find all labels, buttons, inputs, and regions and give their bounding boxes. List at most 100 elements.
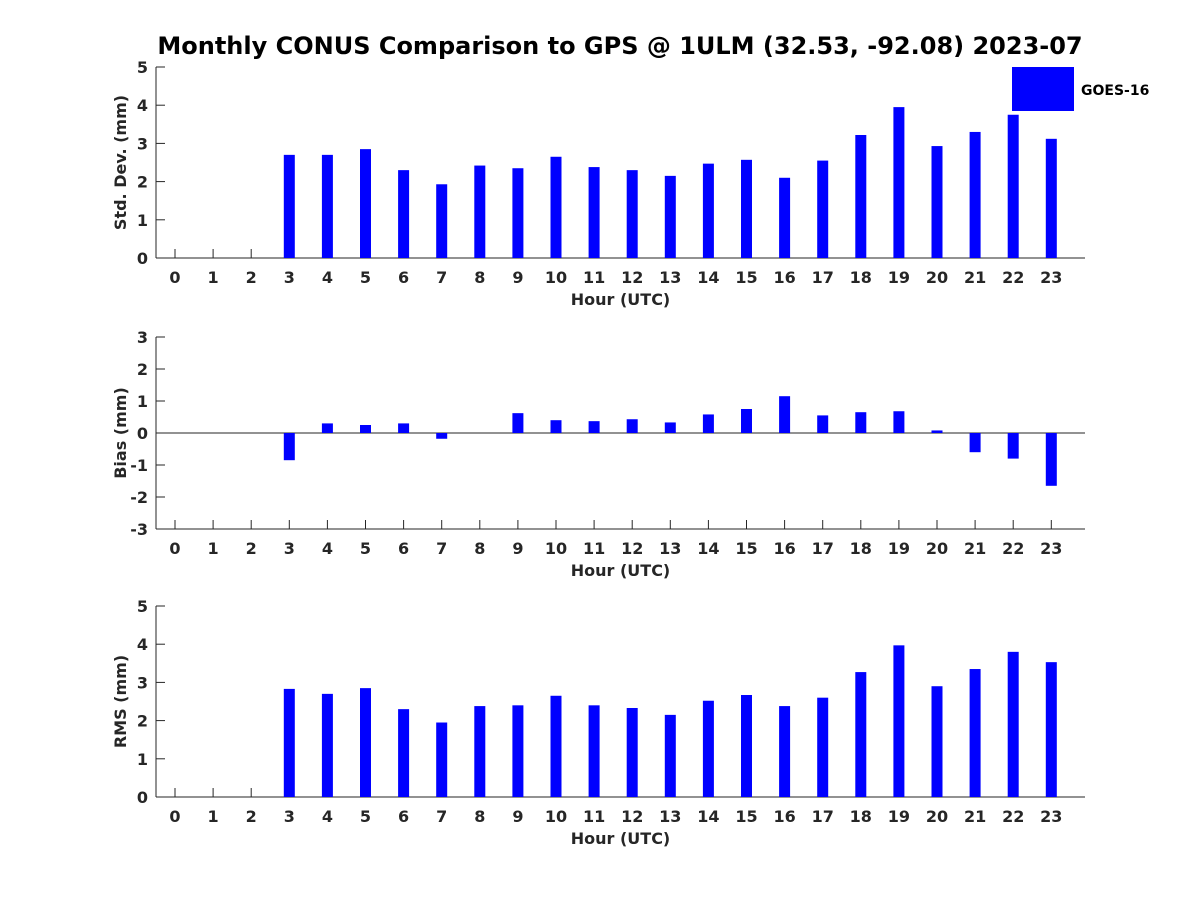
x-tick-label: 17 (812, 807, 834, 826)
bar-hour-22 (1007, 114, 1019, 258)
x-tick-label: 21 (964, 539, 986, 558)
y-axis-label: RMS (mm) (111, 655, 130, 748)
x-tick-label: 23 (1040, 268, 1062, 287)
x-tick-label: 23 (1040, 539, 1062, 558)
bar-hour-23 (1045, 138, 1057, 258)
bar-hour-9 (512, 413, 524, 433)
bar-hour-16 (779, 706, 791, 797)
x-tick-label: 22 (1002, 807, 1024, 826)
bar-hour-23 (1045, 433, 1057, 486)
y-tick-label: 0 (137, 788, 148, 807)
chart-title: Monthly CONUS Comparison to GPS @ 1ULM (… (157, 32, 1082, 60)
x-tick-label: 14 (697, 807, 719, 826)
x-tick-label: 7 (436, 539, 447, 558)
bar-hour-7 (436, 722, 448, 797)
y-tick-label: 5 (137, 597, 148, 616)
x-tick-label: 8 (474, 807, 485, 826)
bar-hour-7 (436, 433, 448, 439)
y-tick-label: 3 (137, 134, 148, 153)
x-tick-label: 18 (850, 807, 872, 826)
legend: GOES-16 (1012, 67, 1149, 111)
bar-hour-5 (360, 688, 371, 797)
x-tick-label: 18 (850, 539, 872, 558)
bar-hour-16 (779, 396, 791, 433)
x-tick-label: 21 (964, 807, 986, 826)
bar-hour-15 (741, 695, 752, 797)
x-tick-label: 5 (360, 807, 371, 826)
bar-hour-3 (283, 154, 295, 258)
bar-hour-8 (474, 706, 486, 797)
x-tick-label: 16 (773, 539, 795, 558)
x-tick-label: 16 (773, 268, 795, 287)
x-tick-label: 22 (1002, 268, 1024, 287)
bar-hour-9 (512, 705, 524, 797)
x-tick-label: 15 (735, 807, 757, 826)
bar-hour-22 (1007, 433, 1019, 459)
x-tick-label: 3 (284, 807, 295, 826)
x-tick-label: 19 (888, 268, 910, 287)
x-tick-label: 10 (545, 268, 567, 287)
bar-hour-18 (855, 672, 867, 797)
x-tick-label: 14 (697, 268, 719, 287)
bar-hour-14 (702, 414, 714, 433)
bar-hour-6 (398, 423, 410, 433)
bar-hour-13 (664, 175, 676, 258)
x-axis-label: Hour (UTC) (571, 829, 671, 848)
x-tick-label: 15 (735, 539, 757, 558)
bar-hour-19 (893, 645, 905, 797)
bar-hour-8 (474, 165, 486, 258)
x-tick-label: 0 (169, 807, 180, 826)
bar-hour-6 (398, 170, 410, 258)
x-tick-label: 0 (169, 268, 180, 287)
y-tick-label: 4 (137, 96, 148, 115)
bar-hour-12 (626, 707, 638, 797)
x-tick-label: 8 (474, 268, 485, 287)
bar-hour-20 (931, 686, 943, 797)
y-tick-label: 1 (137, 750, 148, 769)
y-axis-label: Bias (mm) (111, 387, 130, 479)
x-tick-label: 2 (246, 807, 257, 826)
y-tick-label: 2 (137, 173, 148, 192)
x-axis-label: Hour (UTC) (571, 561, 671, 580)
x-tick-label: 5 (360, 539, 371, 558)
y-tick-label: 5 (137, 58, 148, 77)
x-tick-label: 8 (474, 539, 485, 558)
x-tick-label: 3 (284, 268, 295, 287)
bar-hour-4 (321, 423, 333, 433)
x-tick-label: 6 (398, 807, 409, 826)
bar-hour-9 (512, 168, 524, 258)
x-tick-label: 18 (850, 268, 872, 287)
bar-hour-15 (741, 409, 752, 433)
bar-hour-21 (969, 669, 981, 797)
x-tick-label: 13 (659, 268, 681, 287)
bar-hour-3 (283, 688, 295, 797)
x-tick-label: 9 (512, 807, 523, 826)
x-tick-label: 7 (436, 268, 447, 287)
y-tick-label: 3 (137, 328, 148, 347)
x-tick-label: 19 (888, 807, 910, 826)
x-tick-label: 2 (246, 539, 257, 558)
x-tick-label: 19 (888, 539, 910, 558)
bar-hour-21 (969, 131, 981, 258)
x-tick-label: 2 (246, 268, 257, 287)
x-tick-label: 11 (583, 539, 605, 558)
y-axis-label: Std. Dev. (mm) (111, 95, 130, 230)
bar-hour-23 (1045, 662, 1057, 797)
bar-hour-14 (702, 163, 714, 258)
bar-hour-10 (550, 695, 562, 797)
x-tick-label: 16 (773, 807, 795, 826)
x-tick-label: 4 (322, 807, 333, 826)
x-tick-label: 1 (208, 539, 219, 558)
x-tick-label: 3 (284, 539, 295, 558)
bar-hour-13 (664, 422, 676, 433)
x-tick-label: 23 (1040, 807, 1062, 826)
x-tick-label: 10 (545, 539, 567, 558)
y-tick-label: -1 (130, 456, 148, 475)
x-tick-label: 20 (926, 807, 948, 826)
x-tick-label: 6 (398, 539, 409, 558)
y-tick-label: 1 (137, 392, 148, 411)
x-tick-label: 11 (583, 807, 605, 826)
